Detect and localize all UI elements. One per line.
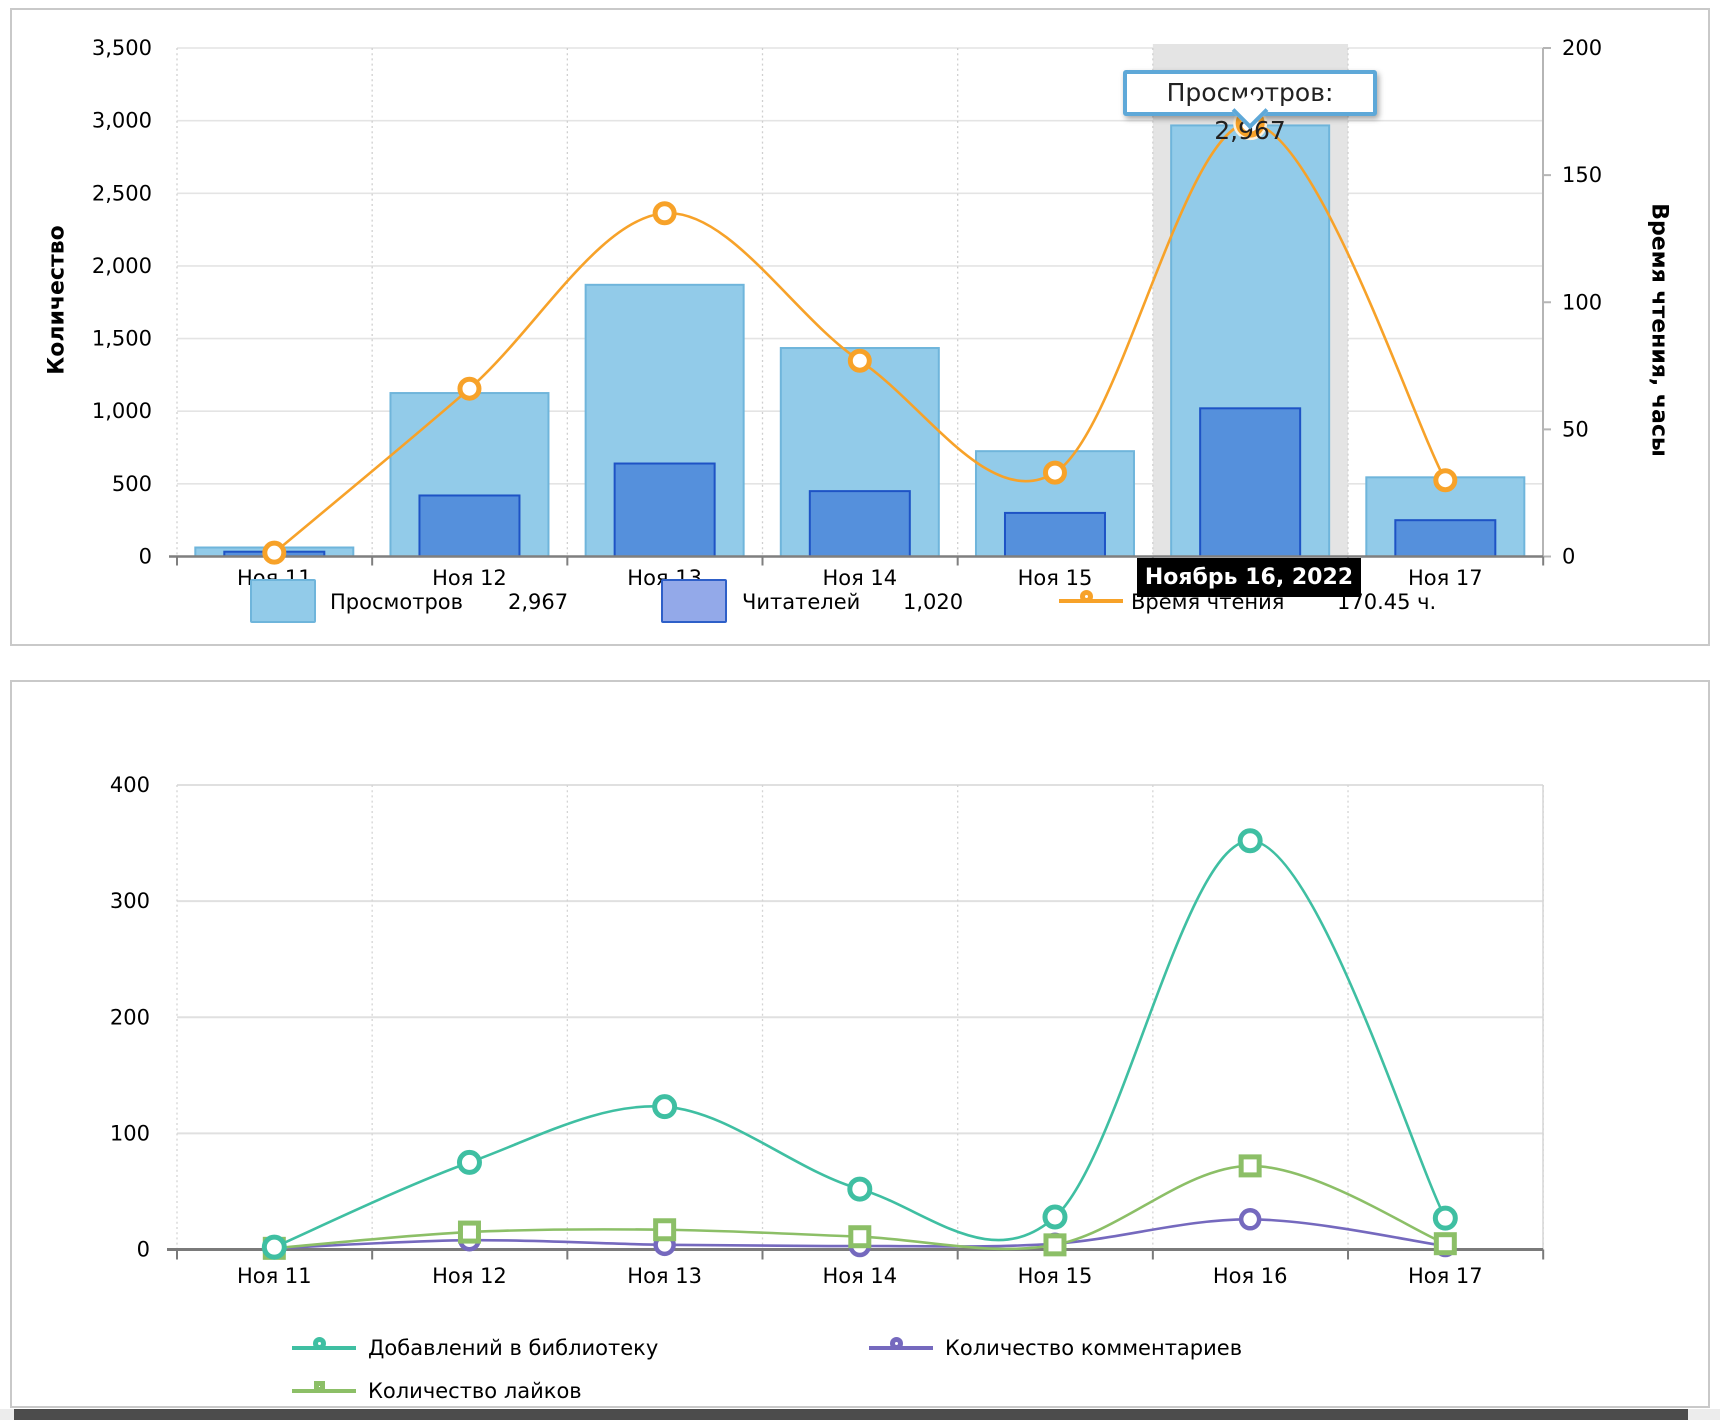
readers-swatch	[661, 579, 727, 623]
likes-glyph	[292, 1379, 356, 1403]
legend-value-readers: 1,020	[903, 590, 964, 614]
legend-value-views: 2,967	[508, 590, 569, 614]
legend-label-likes: Количество лайков	[368, 1379, 582, 1403]
horizontal-scrollbar-track[interactable]	[0, 1409, 1720, 1420]
legend-item-library-adds[interactable]	[292, 1336, 356, 1360]
orange-ring-icon	[1080, 590, 1093, 603]
engagement-chart-panel	[10, 680, 1710, 1408]
horizontal-scrollbar-thumb[interactable]	[14, 1409, 1688, 1420]
legend-label-comments: Количество комментариев	[945, 1336, 1243, 1360]
legend-item-reading-time[interactable]	[1059, 589, 1123, 613]
legend-label-library-adds: Добавлений в библиотеку	[368, 1336, 659, 1360]
legend-item-readers[interactable]	[661, 579, 727, 623]
left-axis-title: Количество	[44, 225, 70, 375]
teal-ring-icon	[313, 1337, 326, 1350]
legend-label-reading-time: Время чтения	[1131, 590, 1285, 614]
legend-label-views: Просмотров	[330, 590, 463, 614]
comments-glyph	[869, 1336, 933, 1360]
green-square-icon	[314, 1381, 325, 1392]
selected-date-label[interactable]: Ноябрь 16, 2022	[1137, 558, 1361, 597]
legend-label-readers: Читателей	[742, 590, 861, 614]
legend-item-views[interactable]	[250, 579, 316, 623]
right-axis-title: Время чтения, часы	[1646, 203, 1672, 457]
legend-item-comments[interactable]	[869, 1336, 933, 1360]
library-adds-glyph	[292, 1336, 356, 1360]
reading-time-glyph	[1059, 589, 1123, 613]
purple-ring-icon	[890, 1337, 903, 1350]
legend-value-reading-time: 170.45 ч.	[1337, 590, 1437, 614]
views-swatch	[250, 579, 316, 623]
legend-item-likes[interactable]	[292, 1379, 356, 1403]
views-readers-chart-panel	[10, 8, 1710, 646]
